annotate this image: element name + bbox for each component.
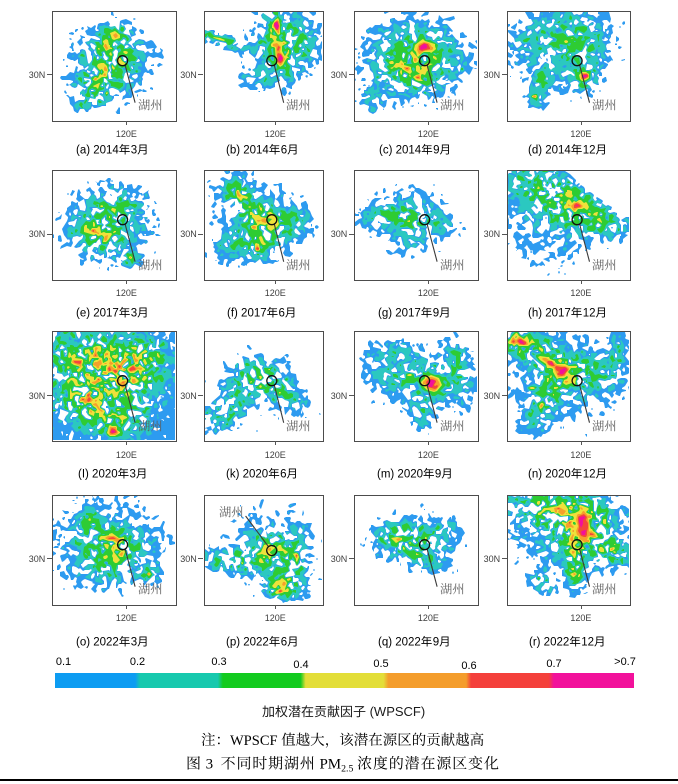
svg-text:(c) 2014: (c) 2014 [379,145,422,157]
svg-text:(m) 2020: (m) 2020 [377,469,423,481]
svg-text:6: 6 [280,636,286,648]
svg-text:12: 12 [582,469,595,481]
svg-text:6: 6 [280,469,286,481]
svg-text:9: 9 [433,145,439,157]
svg-text:3: 3 [131,307,137,319]
svg-text:(e) 2017: (e) 2017 [76,307,119,319]
svg-text:(n) 2020: (n) 2020 [528,469,571,481]
svg-text:(g) 2017: (g) 2017 [378,307,421,319]
svg-text:WPSCF: WPSCF [230,732,281,748]
svg-text:2.5: 2.5 [341,764,353,775]
svg-text:(WPSCF): (WPSCF) [370,704,426,719]
svg-text:12: 12 [582,145,595,157]
svg-text:9: 9 [433,636,439,648]
svg-text:(o) 2022: (o) 2022 [76,636,119,648]
svg-text:(h) 2017: (h) 2017 [528,307,571,319]
svg-text:(k) 2020: (k) 2020 [226,469,268,481]
svg-text:PM: PM [315,757,340,773]
svg-text:(I) 2020: (I) 2020 [78,469,118,481]
svg-text:9: 9 [434,469,440,481]
svg-text:(f) 2017: (f) 2017 [227,307,267,319]
svg-text:(d) 2014: (d) 2014 [528,145,571,157]
svg-text:3: 3 [131,145,137,157]
svg-text:(a) 2014: (a) 2014 [76,145,119,157]
svg-text:12: 12 [581,636,594,648]
svg-text:9: 9 [433,307,439,319]
svg-text:(b) 2014: (b) 2014 [226,145,269,157]
svg-text:(p) 2022: (p) 2022 [226,636,269,648]
svg-text:3: 3 [129,469,135,481]
svg-text:6: 6 [279,307,285,319]
svg-text:6: 6 [280,145,286,157]
svg-text:(q) 2022: (q) 2022 [378,636,421,648]
svg-text:3: 3 [131,636,137,648]
svg-text:(r) 2022: (r) 2022 [529,636,569,648]
svg-text:12: 12 [582,307,595,319]
svg-text:3: 3 [201,757,220,773]
